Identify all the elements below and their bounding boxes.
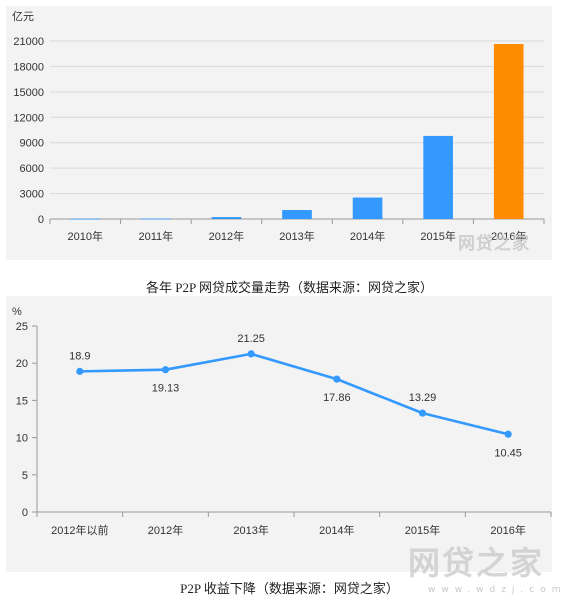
x-tick-label: 2014年 <box>319 523 354 537</box>
x-tick-label: 2015年 <box>405 523 440 537</box>
yield-line-chart: % 0 5 10 15 20 25 18.9 2012年以前 19.13 2012年 21.25 201… <box>12 306 552 537</box>
yield-chart-caption: P2P 收益下降（数据来源：网贷之家） <box>180 581 399 596</box>
y-tick-label: 3000 <box>20 189 44 201</box>
bar-2011年 <box>141 218 171 220</box>
y-tick-label: 9000 <box>20 138 44 150</box>
bar-2014年 <box>352 197 383 219</box>
volume-chart-caption: 各年 P2P 网贷成交量走势（数据来源：网贷之家） <box>146 280 433 295</box>
x-tick-label: 2013年 <box>279 229 314 243</box>
bar-2016年 <box>493 44 524 220</box>
x-tick-label: 2016年 <box>491 229 526 243</box>
data-point-2013年 <box>247 350 255 358</box>
volume-bar-chart: 亿元 0 3000 6000 9000 12000 15000 18000 21000 2010年… <box>12 10 545 243</box>
y-tick-label: 21000 <box>13 36 44 48</box>
y-tick-label: 6000 <box>20 163 44 175</box>
data-point-2014年 <box>333 375 341 383</box>
y-tick-label: 15000 <box>13 87 44 99</box>
data-point-2012年以前 <box>76 367 84 375</box>
data-point-2016年 <box>504 430 512 438</box>
y-tick-label: 20 <box>16 358 28 370</box>
x-tick-label: 2012年 <box>209 229 244 243</box>
y-tick-label: 10 <box>16 433 28 445</box>
data-label: 10.45 <box>494 447 522 459</box>
yield-chart-panel: % 0 5 10 15 20 25 18.9 2012年以前 19.13 2012年 21.25 201… <box>6 296 552 572</box>
y-axis-unit: 亿元 <box>12 10 34 23</box>
y-axis-unit: % <box>12 306 22 318</box>
data-point-2012年 <box>161 366 170 374</box>
x-tick-label: 2012年以前 <box>51 523 108 537</box>
data-label: 19.13 <box>152 383 180 395</box>
yield-series-line <box>79 352 509 436</box>
data-point-2015年 <box>418 409 427 417</box>
data-label: 18.9 <box>69 350 90 362</box>
data-label: 21.25 <box>237 333 265 345</box>
x-tick-label: 2012年 <box>148 523 183 537</box>
x-tick-label: 2010年 <box>68 229 103 243</box>
bar-2015年 <box>423 135 453 219</box>
x-tick-label: 2016年 <box>490 523 525 537</box>
y-tick-label: 12000 <box>13 112 44 124</box>
y-tick-label: 0 <box>38 214 44 226</box>
bar-2010年 <box>70 218 101 220</box>
x-tick-label: 2013年 <box>233 523 268 537</box>
x-tick-label: 2011年 <box>139 229 174 243</box>
data-label: 17.86 <box>323 392 351 404</box>
bar-2012年 <box>211 217 242 219</box>
y-tick-label: 0 <box>22 507 28 519</box>
data-label: 13.29 <box>409 392 437 404</box>
x-tick-label: 2015年 <box>420 229 455 243</box>
x-tick-label: 2014年 <box>350 229 385 243</box>
y-tick-label: 5 <box>22 470 28 482</box>
volume-chart-panel: 亿元 0 3000 6000 9000 12000 15000 18000 21000 2010年… <box>6 6 552 260</box>
bar-2013年 <box>282 210 312 219</box>
y-tick-label: 15 <box>16 395 28 407</box>
y-tick-label: 25 <box>16 321 28 333</box>
y-tick-label: 18000 <box>13 61 44 73</box>
